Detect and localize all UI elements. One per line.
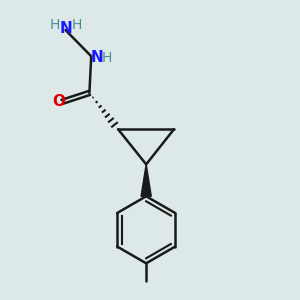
Text: H: H <box>101 51 112 65</box>
Text: H: H <box>49 18 60 32</box>
Text: O: O <box>52 94 65 110</box>
Text: N: N <box>59 21 72 36</box>
Text: H: H <box>71 18 82 32</box>
Text: N: N <box>91 50 103 65</box>
Polygon shape <box>141 164 151 196</box>
